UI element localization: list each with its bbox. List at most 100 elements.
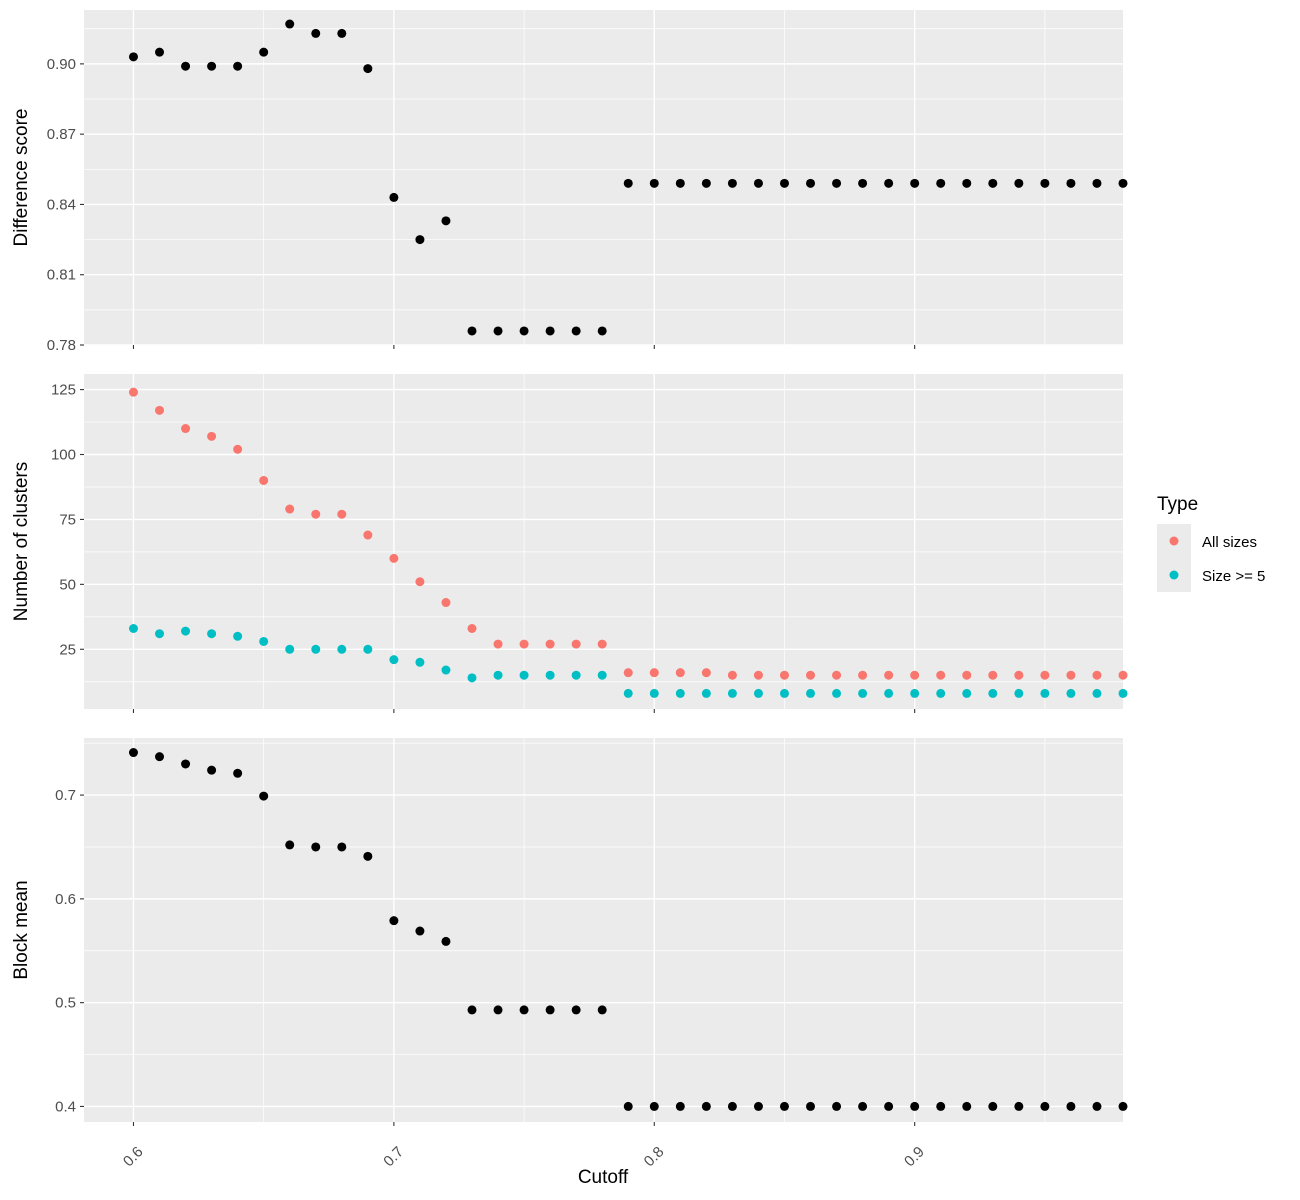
data-point (753, 1101, 763, 1111)
y-tick-label: 50 (59, 576, 76, 593)
x-tick-label: 0.7 (380, 1143, 407, 1170)
data-point (910, 178, 920, 188)
data-point (649, 178, 659, 188)
data-point (649, 688, 659, 698)
y-tick-label: 25 (59, 641, 76, 658)
legend-key-size-ge-5 (1169, 570, 1179, 580)
data-point (727, 1101, 737, 1111)
data-point (181, 61, 191, 71)
data-point (467, 673, 477, 683)
data-point (259, 475, 269, 485)
data-point (519, 1005, 529, 1015)
data-point (337, 842, 347, 852)
data-point (389, 553, 399, 563)
data-point (285, 840, 295, 850)
data-point (1066, 1101, 1076, 1111)
data-point (545, 1005, 555, 1015)
data-point (467, 1005, 477, 1015)
data-point (1118, 1101, 1128, 1111)
data-point (519, 326, 529, 336)
data-point (675, 178, 685, 188)
data-point (545, 326, 555, 336)
data-point (753, 670, 763, 680)
y-axis-title: Difference score (11, 109, 32, 247)
data-point (337, 28, 347, 38)
data-point (363, 530, 373, 540)
data-point (675, 688, 685, 698)
data-point (363, 644, 373, 654)
panel-3: 0.4 0.5 0.6 0.7 Block mean 0.6 0.7 0.8 0.9 (11, 738, 1128, 1170)
data-point (1014, 688, 1024, 698)
data-point (389, 916, 399, 926)
data-point (1066, 670, 1076, 680)
x-tick-label: 0.9 (901, 1143, 928, 1170)
data-point (597, 639, 607, 649)
panel-2: 25 50 75 100 125 Number of clusters (11, 374, 1128, 713)
data-point (259, 47, 269, 57)
data-point (597, 670, 607, 680)
data-point (181, 759, 191, 769)
data-point (493, 1005, 503, 1015)
data-point (832, 1101, 842, 1111)
data-point (441, 216, 451, 226)
data-point (623, 668, 633, 678)
data-point (128, 52, 138, 62)
data-point (936, 1101, 946, 1111)
data-point (936, 670, 946, 680)
data-point (701, 668, 711, 678)
data-point (779, 178, 789, 188)
data-point (519, 639, 529, 649)
data-point (259, 636, 269, 646)
data-point (1014, 670, 1024, 680)
data-point (415, 926, 425, 936)
data-point (493, 639, 503, 649)
data-point (779, 1101, 789, 1111)
data-point (701, 688, 711, 698)
data-point (962, 178, 972, 188)
data-point (858, 178, 868, 188)
y-tick-label: 0.78 (47, 337, 76, 354)
data-point (467, 326, 477, 336)
panel-1: 0.78 0.81 0.84 0.87 0.90 Difference score (11, 10, 1128, 354)
data-point (1040, 1101, 1050, 1111)
data-point (311, 644, 321, 654)
data-point (519, 670, 529, 680)
data-point (363, 64, 373, 74)
data-point (337, 644, 347, 654)
data-point (910, 670, 920, 680)
data-point (441, 936, 451, 946)
data-point (649, 1101, 659, 1111)
data-point (884, 1101, 894, 1111)
data-point (1014, 178, 1024, 188)
data-point (832, 688, 842, 698)
data-point (675, 668, 685, 678)
y-tick-label: 0.5 (55, 995, 76, 1012)
series-size-5 (128, 623, 1128, 698)
data-point (884, 688, 894, 698)
data-point (571, 1005, 581, 1015)
data-point (233, 61, 243, 71)
data-point (649, 668, 659, 678)
data-point (155, 629, 165, 639)
y-tick-label: 0.81 (47, 267, 76, 284)
y-axis-title: Number of clusters (11, 462, 32, 621)
data-point (233, 768, 243, 778)
x-axis-title: Cutoff (578, 1167, 629, 1188)
data-point (1092, 178, 1102, 188)
data-point (415, 657, 425, 667)
data-point (910, 688, 920, 698)
data-point (727, 178, 737, 188)
data-point (623, 1101, 633, 1111)
data-point (988, 178, 998, 188)
data-point (1092, 670, 1102, 680)
series-all-sizes (128, 387, 1128, 680)
data-point (910, 1101, 920, 1111)
data-point (779, 688, 789, 698)
legend: Type All sizes Size >= 5 (1157, 494, 1265, 592)
data-point (858, 1101, 868, 1111)
data-point (467, 623, 477, 633)
data-point (1040, 670, 1050, 680)
panel-background (84, 738, 1123, 1122)
data-point (962, 688, 972, 698)
